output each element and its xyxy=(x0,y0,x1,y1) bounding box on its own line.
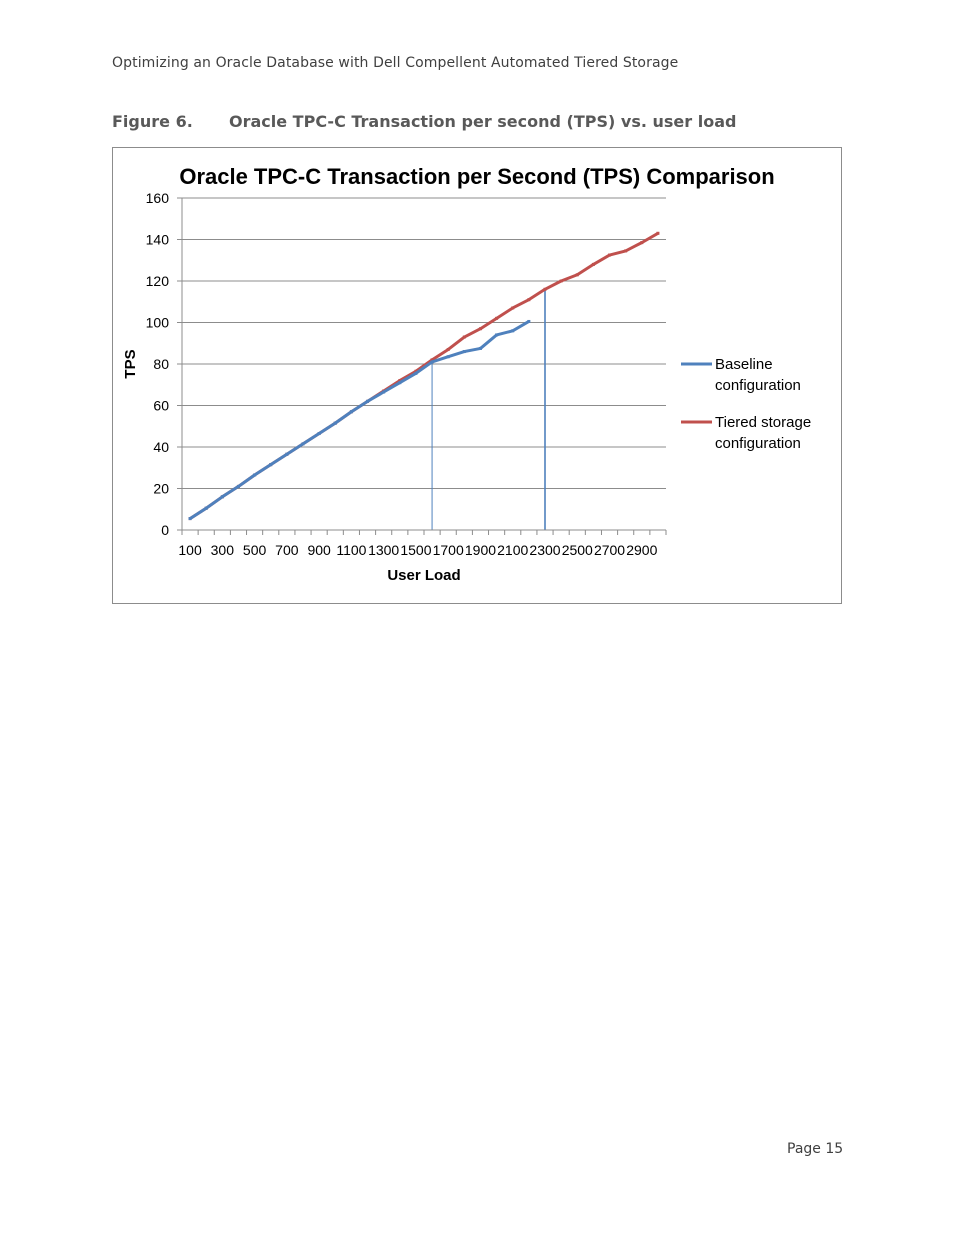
y-tick-label: 160 xyxy=(146,190,170,206)
data-point-tiered-storage-configuration xyxy=(575,273,579,277)
figure-number: Figure 6. xyxy=(112,112,193,131)
legend-marker-tiered-storage-configuration xyxy=(695,420,698,424)
data-point-baseline-configuration xyxy=(204,506,208,510)
data-point-tiered-storage-configuration xyxy=(414,369,418,373)
data-point-tiered-storage-configuration xyxy=(430,358,434,362)
data-point-baseline-configuration xyxy=(333,421,337,425)
data-point-baseline-configuration xyxy=(301,442,305,446)
data-point-baseline-configuration xyxy=(511,329,515,333)
y-tick-label: 20 xyxy=(153,481,169,497)
data-point-tiered-storage-configuration xyxy=(543,287,547,291)
legend-label-tiered-storage-configuration-line2: configuration xyxy=(715,435,801,452)
series-line-tiered-storage-configuration xyxy=(189,231,659,520)
legend-marker-baseline-configuration xyxy=(695,362,698,366)
x-tick-label: 2700 xyxy=(594,542,625,558)
data-point-baseline-configuration xyxy=(382,390,386,394)
data-point-baseline-configuration xyxy=(236,484,240,488)
data-point-tiered-storage-configuration xyxy=(462,335,466,339)
data-point-tiered-storage-configuration xyxy=(446,347,450,351)
y-tick-label: 100 xyxy=(146,315,170,331)
data-point-tiered-storage-configuration xyxy=(398,379,402,383)
data-point-tiered-storage-configuration xyxy=(478,327,482,331)
data-point-baseline-configuration xyxy=(398,381,402,385)
data-point-tiered-storage-configuration xyxy=(495,316,499,320)
data-point-baseline-configuration xyxy=(495,333,499,337)
x-tick-label: 1900 xyxy=(465,542,496,558)
data-point-baseline-configuration xyxy=(478,346,482,350)
axes: 0 20 40 60 80 100 120 140 160 100 300 500 700 900 1100… xyxy=(146,190,667,558)
data-point-tiered-storage-configuration xyxy=(608,253,612,257)
data-point-baseline-configuration xyxy=(317,432,321,436)
data-point-baseline-configuration xyxy=(349,410,353,414)
y-tick-label: 60 xyxy=(153,398,169,414)
y-tick-label: 120 xyxy=(146,273,170,289)
data-point-baseline-configuration xyxy=(446,355,450,359)
figure-title: Oracle TPC-C Transaction per second (TPS… xyxy=(229,112,737,131)
series-lines xyxy=(188,231,660,521)
chart-frame: Oracle TPC-C Transaction per Second (TPS… xyxy=(112,147,842,604)
data-point-baseline-configuration xyxy=(285,452,289,456)
data-point-tiered-storage-configuration xyxy=(656,231,660,235)
x-tick-label: 2100 xyxy=(497,542,528,558)
data-point-baseline-configuration xyxy=(527,319,531,323)
page-number: Page 15 xyxy=(787,1141,844,1157)
running-header: Optimizing an Oracle Database with Dell … xyxy=(112,55,679,71)
data-point-tiered-storage-configuration xyxy=(591,262,595,266)
reference-lines xyxy=(431,289,546,530)
data-point-tiered-storage-configuration xyxy=(640,241,644,245)
x-tick-label: 2300 xyxy=(529,542,560,558)
gridlines xyxy=(182,197,666,489)
data-point-tiered-storage-configuration xyxy=(511,306,515,310)
x-tick-label: 1700 xyxy=(433,542,464,558)
x-tick-label: 700 xyxy=(275,542,299,558)
x-tick-label: 2500 xyxy=(562,542,593,558)
x-tick-label: 1500 xyxy=(400,542,431,558)
data-point-baseline-configuration xyxy=(430,360,434,364)
x-tick-label: 2900 xyxy=(626,542,657,558)
tps-line-chart: Oracle TPC-C Transaction per Second (TPS… xyxy=(122,164,811,584)
y-axis-title: TPS xyxy=(122,349,139,378)
y-tick-label: 40 xyxy=(153,439,169,455)
x-axis-title: User Load xyxy=(387,567,460,584)
x-tick-label: 500 xyxy=(243,542,267,558)
x-tick-label: 1300 xyxy=(368,542,399,558)
data-point-tiered-storage-configuration xyxy=(624,249,628,253)
data-point-baseline-configuration xyxy=(188,517,192,521)
data-point-tiered-storage-configuration xyxy=(527,298,531,302)
data-point-baseline-configuration xyxy=(462,350,466,354)
legend-label-tiered-storage-configuration: Tiered storage xyxy=(715,414,811,431)
x-tick-label: 1100 xyxy=(336,542,366,558)
x-tick-label: 300 xyxy=(211,542,235,558)
legend-label-baseline-configuration: Baseline xyxy=(715,356,773,373)
data-point-tiered-storage-configuration xyxy=(559,279,563,283)
series-line-baseline-configuration xyxy=(189,320,530,520)
y-tick-label: 0 xyxy=(161,522,169,538)
y-tick-label: 80 xyxy=(153,356,169,372)
legend: Baseline configuration Tiered storage confi… xyxy=(681,356,811,452)
x-tick-label: 900 xyxy=(307,542,331,558)
legend-label-baseline-configuration-line2: configuration xyxy=(715,377,801,394)
y-tick-label: 140 xyxy=(146,232,170,248)
chart-title: Oracle TPC-C Transaction per Second (TPS… xyxy=(179,164,774,189)
data-point-baseline-configuration xyxy=(253,473,257,477)
data-point-baseline-configuration xyxy=(269,463,273,467)
x-tick-label: 100 xyxy=(178,542,202,558)
data-point-baseline-configuration xyxy=(220,495,224,499)
data-point-baseline-configuration xyxy=(414,371,418,375)
data-point-baseline-configuration xyxy=(366,399,370,403)
